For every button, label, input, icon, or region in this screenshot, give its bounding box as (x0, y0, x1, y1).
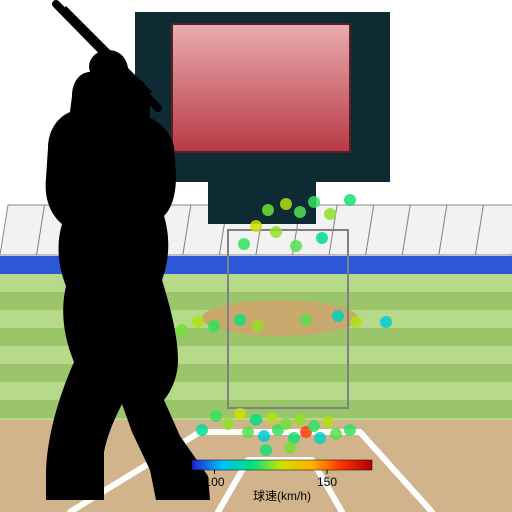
pitch-marker (314, 432, 326, 444)
pitch-marker (192, 316, 204, 328)
pitch-marker (250, 220, 262, 232)
pitch-marker (238, 238, 250, 250)
pitch-marker (222, 418, 234, 430)
pitch-marker (252, 320, 264, 332)
pitch-marker (266, 412, 278, 424)
pitch-marker (350, 316, 362, 328)
pitch-marker (332, 310, 344, 322)
pitch-marker (242, 426, 254, 438)
pitch-marker (234, 408, 246, 420)
pitch-marker (280, 418, 292, 430)
pitch-marker (308, 196, 320, 208)
pitch-marker (210, 410, 222, 422)
pitch-marker (270, 226, 282, 238)
pitch-marker (300, 314, 312, 326)
pitch-marker (250, 414, 262, 426)
pitch-marker (196, 424, 208, 436)
chart-svg: 100 150 球速(km/h) (0, 0, 512, 512)
pitch-marker (344, 194, 356, 206)
pitch-marker (208, 320, 220, 332)
pitch-marker (262, 204, 274, 216)
pitch-marker (316, 232, 328, 244)
pitch-marker (284, 442, 296, 454)
pitch-marker (176, 324, 188, 336)
pitch-marker (344, 424, 356, 436)
pitch-marker (260, 444, 272, 456)
pitch-marker (290, 240, 302, 252)
pitch-location-chart: 100 150 球速(km/h) (0, 0, 512, 512)
scoreboard-screen (172, 24, 350, 152)
pitch-marker (258, 430, 270, 442)
pitch-marker (234, 314, 246, 326)
colorbar (192, 460, 372, 470)
colorbar-label: 球速(km/h) (253, 489, 311, 503)
pitch-marker (380, 316, 392, 328)
colorbar-tick-label: 100 (204, 475, 224, 489)
pitch-marker (308, 420, 320, 432)
pitch-marker (294, 206, 306, 218)
pitch-marker (324, 208, 336, 220)
pitch-marker (330, 428, 342, 440)
pitch-marker (294, 414, 306, 426)
colorbar-tick-label: 150 (317, 475, 337, 489)
pitch-marker (280, 198, 292, 210)
pitch-marker (322, 416, 334, 428)
